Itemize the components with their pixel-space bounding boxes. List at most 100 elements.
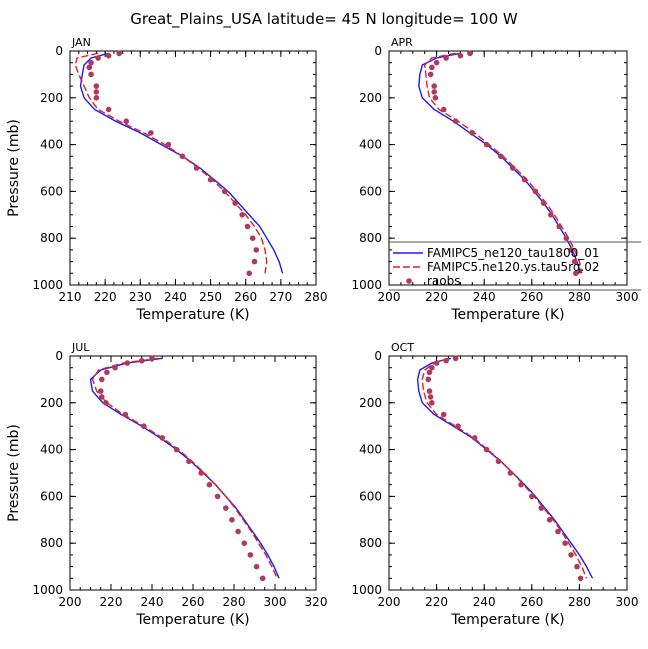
raobs-point <box>88 71 94 78</box>
raobs-point <box>221 188 228 195</box>
raobs-point <box>562 540 568 546</box>
y-tick-label: 600 <box>359 184 382 198</box>
series-model2-line <box>74 52 268 274</box>
panel-apr: APR 200 220 240 260 280 300 0 200 400 600 800 1000 Te… <box>351 36 638 323</box>
x-tick-label: 300 <box>616 595 639 609</box>
raobs-point <box>198 470 204 476</box>
y-tick-label: 200 <box>40 91 63 105</box>
raobs-point <box>443 357 449 364</box>
raobs-point <box>223 505 229 511</box>
raobs-point <box>138 357 145 364</box>
series-raobs <box>97 355 266 582</box>
raobs-point <box>433 59 440 66</box>
raobs-point <box>104 369 110 376</box>
y-tick-label: 200 <box>40 396 63 410</box>
raobs-point <box>440 411 447 418</box>
raobs-point <box>483 141 490 148</box>
raobs-point <box>98 376 105 383</box>
raobs-point <box>483 446 490 453</box>
series-model2-line <box>91 357 278 579</box>
y-tick-label: 0 <box>55 349 63 363</box>
raobs-point <box>455 423 461 430</box>
y-tick-label: 0 <box>55 44 63 58</box>
series-raobs <box>425 355 584 582</box>
raobs-point <box>548 212 554 218</box>
raobs-point <box>97 388 104 394</box>
panel-label: APR <box>391 36 413 49</box>
y-tick-label: 400 <box>40 138 63 152</box>
legend-dot-marker <box>406 278 412 284</box>
raobs-point <box>165 141 172 148</box>
series-raobs <box>86 50 260 277</box>
y-axis-label: Pressure (mb) <box>6 424 22 522</box>
raobs-point <box>518 481 524 488</box>
x-tick-label: 280 <box>305 290 328 304</box>
y-tick-label: 800 <box>40 231 63 245</box>
x-tick-label: 220 <box>425 595 448 609</box>
x-tick-label: 220 <box>425 290 448 304</box>
raobs-point <box>495 458 502 465</box>
y-tick-label: 400 <box>359 443 382 457</box>
y-tick-label: 800 <box>359 536 382 550</box>
raobs-point <box>498 153 504 160</box>
raobs-point <box>429 364 435 371</box>
raobs-point <box>573 270 579 277</box>
raobs-point <box>568 552 574 558</box>
raobs-point <box>443 55 449 61</box>
x-tick-label: 250 <box>199 290 222 304</box>
raobs-point <box>433 360 440 366</box>
y-tick-label: 800 <box>40 536 63 550</box>
raobs-point <box>452 118 459 124</box>
raobs-point <box>429 64 435 71</box>
x-tick-label: 280 <box>223 595 246 609</box>
raobs-point <box>86 64 93 71</box>
x-tick-label: 280 <box>568 290 591 304</box>
raobs-point <box>241 540 248 546</box>
raobs-point <box>235 528 241 535</box>
x-axis-label: Temperature (K) <box>135 612 249 628</box>
y-tick-label: 600 <box>40 184 63 198</box>
y-tick-label: 1000 <box>32 278 63 292</box>
raobs-point <box>529 493 535 500</box>
raobs-point <box>124 360 131 366</box>
legend-entry-label: FAMIPC5_ne120_tau1800_01 <box>427 246 600 260</box>
raobs-point <box>555 528 561 535</box>
raobs-point <box>239 212 245 218</box>
series-model1-line <box>418 52 582 274</box>
y-tick-label: 400 <box>359 138 382 152</box>
x-tick-label: 200 <box>378 595 401 609</box>
raobs-point <box>427 394 434 400</box>
x-axis-label: Temperature (K) <box>450 612 564 628</box>
raobs-point <box>568 247 574 253</box>
raobs-point <box>571 258 578 265</box>
x-tick-label: 220 <box>100 595 123 609</box>
raobs-point <box>159 435 166 441</box>
raobs-point <box>246 270 253 277</box>
x-tick-label: 240 <box>141 595 164 609</box>
raobs-point <box>427 71 434 78</box>
raobs-point <box>251 258 258 265</box>
raobs-point <box>141 423 147 430</box>
series-raobs <box>427 50 579 277</box>
series-model2-line <box>423 52 583 274</box>
raobs-point <box>207 176 214 183</box>
raobs-point <box>116 50 122 57</box>
raobs-point <box>532 188 539 195</box>
raobs-point <box>431 83 438 89</box>
x-tick-label: 220 <box>94 290 117 304</box>
x-tick-label: 280 <box>568 595 591 609</box>
y-tick-label: 0 <box>374 349 382 363</box>
raobs-point <box>471 435 478 441</box>
raobs-point <box>431 89 438 95</box>
raobs-point <box>432 95 439 101</box>
raobs-point <box>469 130 476 136</box>
x-tick-label: 210 <box>59 290 82 304</box>
x-tick-label: 270 <box>269 290 292 304</box>
raobs-point <box>247 552 254 558</box>
x-axis-label: Temperature (K) <box>450 307 564 323</box>
raobs-point <box>173 446 180 453</box>
y-tick-label: 200 <box>359 396 382 410</box>
series-model2-line <box>421 357 588 579</box>
x-tick-label: 260 <box>520 290 543 304</box>
